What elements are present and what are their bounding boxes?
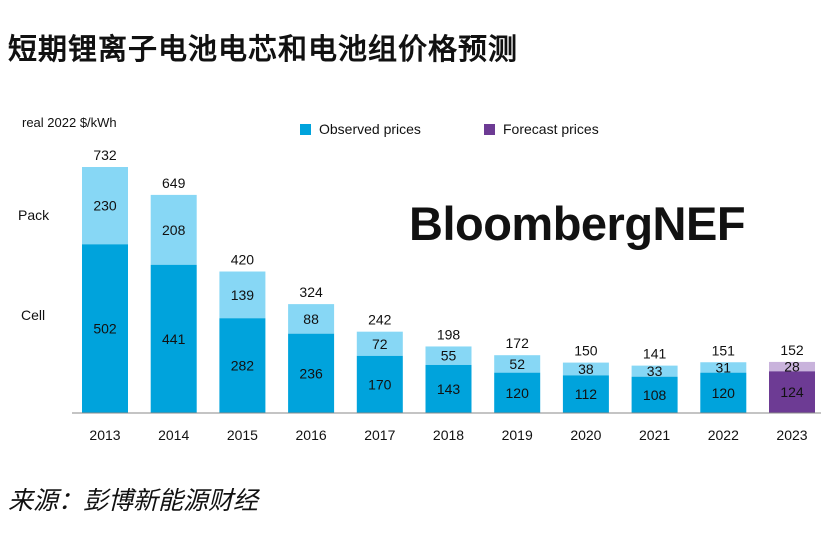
bar-cell-2014 (150, 264, 197, 413)
cell-value-2022: 120 (712, 385, 736, 401)
pack-value-2020: 38 (578, 361, 594, 377)
bar-cell-2017 (356, 355, 403, 413)
x-tick-2018: 2018 (433, 427, 464, 443)
bar-cell-2023 (769, 371, 815, 413)
total-value-2017: 242 (368, 312, 392, 328)
x-tick-2021: 2021 (639, 427, 670, 443)
bar-cell-2021 (631, 376, 678, 413)
legend-swatch-forecast (484, 124, 495, 135)
total-value-2019: 172 (506, 335, 530, 351)
bar-pack-2015 (219, 271, 266, 319)
bar-cell-2015 (219, 318, 266, 413)
bar-pack-2014 (150, 194, 197, 265)
pack-value-2018: 55 (441, 348, 457, 364)
bar-pack-2023 (769, 361, 815, 372)
cell-value-2017: 170 (368, 376, 392, 392)
legend: Observed prices Forecast prices (300, 121, 599, 137)
bar-pack-2020 (562, 362, 609, 376)
pack-value-2022: 31 (716, 359, 732, 375)
total-value-2021: 141 (643, 346, 667, 362)
bar-cell-2020 (562, 375, 609, 413)
x-tick-2017: 2017 (364, 427, 395, 443)
cell-value-2021: 108 (643, 387, 667, 403)
bar-pack-2021 (631, 365, 678, 377)
x-tick-2014: 2014 (158, 427, 189, 443)
pack-value-2016: 88 (303, 311, 319, 327)
bar-cell-2013 (82, 244, 128, 413)
total-value-2018: 198 (437, 326, 461, 342)
x-tick-2022: 2022 (708, 427, 739, 443)
total-value-2023: 152 (780, 342, 804, 358)
legend-label-observed: Observed prices (319, 121, 421, 137)
pack-value-2013: 230 (93, 198, 117, 214)
bar-pack-2013 (82, 167, 128, 245)
y-unit-label: real 2022 $/kWh (22, 115, 117, 130)
pack-value-2014: 208 (162, 222, 186, 238)
cell-value-2016: 236 (299, 365, 323, 381)
bar-cell-2019 (494, 372, 541, 413)
total-value-2014: 649 (162, 175, 186, 191)
pack-value-2019: 52 (509, 356, 525, 372)
x-tick-2016: 2016 (296, 427, 327, 443)
pack-value-2015: 139 (231, 287, 255, 303)
bar-cell-2016 (288, 333, 335, 413)
chart-area: real 2022 $/kWh Pack Cell Observed price… (18, 115, 821, 443)
total-value-2020: 150 (574, 343, 598, 359)
total-value-2016: 324 (299, 284, 323, 300)
cell-value-2023: 124 (780, 384, 804, 400)
cell-value-2013: 502 (93, 321, 117, 337)
x-tick-2023: 2023 (776, 427, 807, 443)
bar-pack-2018 (425, 346, 472, 365)
x-tick-labels: 2013 2014 2015 2016 2017 2018 2019 2020 2021 2022… (89, 427, 807, 443)
cell-value-2020: 112 (575, 386, 598, 402)
pack-value-2017: 72 (372, 336, 388, 352)
x-tick-2019: 2019 (502, 427, 533, 443)
bar-cell-2022 (700, 372, 747, 413)
bar-pack-2017 (356, 331, 403, 356)
x-tick-2015: 2015 (227, 427, 258, 443)
cell-value-2014: 441 (162, 331, 186, 347)
bar-pack-2022 (700, 362, 747, 373)
cell-value-2019: 120 (506, 385, 530, 401)
bar-cell-2018 (425, 364, 472, 413)
cell-value-2015: 282 (231, 358, 255, 374)
pack-row-label: Pack (18, 207, 50, 223)
bloombergnef-logo: BloombergNEF (409, 197, 746, 250)
total-value-2015: 420 (231, 252, 255, 268)
source-note: 来源：彭博新能源财经 (8, 486, 259, 515)
chart-title: 短期锂离子电池电芯和电池组价格预测 (8, 32, 519, 66)
pack-value-2021: 33 (647, 363, 663, 379)
pack-value-2023: 28 (784, 359, 800, 375)
bars-group: 502 230 732 441 208 649 282 139 420 236 88 324 170 72… (82, 147, 815, 413)
total-value-2013: 732 (93, 147, 117, 163)
legend-swatch-observed (300, 124, 311, 135)
x-tick-2013: 2013 (89, 427, 120, 443)
cell-value-2018: 143 (437, 381, 461, 397)
x-tick-2020: 2020 (570, 427, 601, 443)
legend-label-forecast: Forecast prices (503, 121, 599, 137)
total-value-2022: 151 (712, 342, 736, 358)
bar-pack-2016 (288, 304, 335, 334)
bar-pack-2019 (494, 355, 541, 373)
cell-row-label: Cell (21, 307, 45, 323)
